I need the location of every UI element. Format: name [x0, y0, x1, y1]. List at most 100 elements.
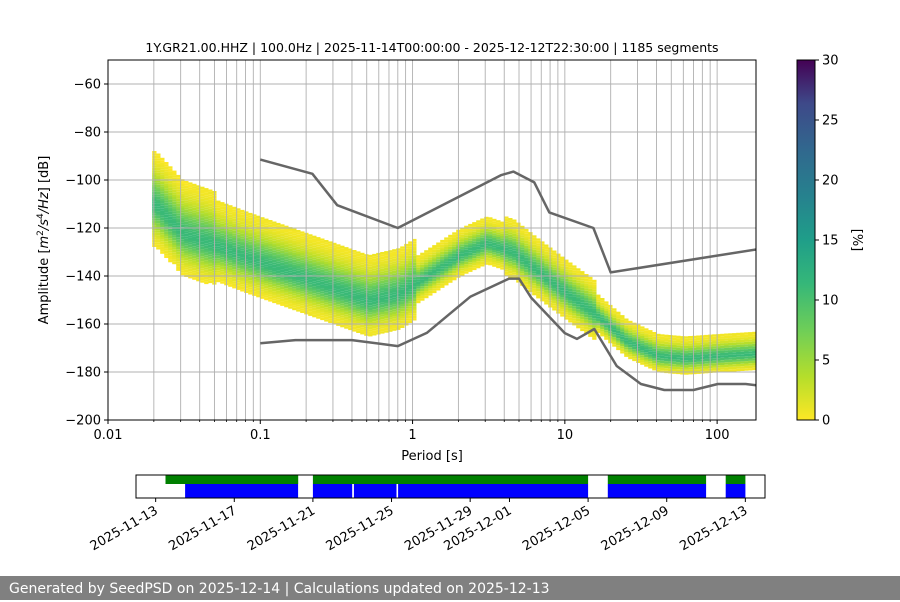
- heatmap-cell: [268, 299, 273, 302]
- heatmap-cell: [736, 335, 741, 338]
- heatmap-cell: [220, 269, 225, 272]
- heatmap-cell: [168, 245, 173, 248]
- heatmap-cell: [192, 241, 197, 244]
- heatmap-cell: [588, 286, 593, 289]
- heatmap-cell: [504, 242, 509, 246]
- heatmap-cell: [556, 311, 561, 314]
- heatmap-cell: [444, 237, 449, 240]
- heatmap-cell: [248, 268, 253, 271]
- heatmap-cell: [256, 227, 261, 231]
- heatmap-cell: [508, 266, 513, 269]
- heatmap-cell: [400, 301, 405, 304]
- heatmap-cell: [320, 293, 325, 297]
- heatmap-cell: [184, 250, 189, 253]
- heatmap-cell: [572, 265, 577, 268]
- heatmap-cell: [484, 248, 489, 251]
- heatmap-cell: [648, 330, 653, 333]
- heatmap-cell: [656, 355, 661, 358]
- heatmap-cell: [180, 212, 185, 216]
- heatmap-cell: [192, 200, 197, 203]
- heatmap-cell: [384, 318, 389, 321]
- heatmap-cell: [308, 246, 313, 249]
- heatmap-cell: [328, 294, 333, 297]
- heatmap-cell: [164, 207, 169, 210]
- heatmap-cell: [156, 187, 161, 190]
- heatmap-cell: [176, 268, 181, 271]
- heatmap-cell: [528, 258, 533, 261]
- heatmap-cell: [180, 181, 185, 184]
- heatmap-cell: [392, 278, 397, 281]
- heatmap-cell: [596, 309, 601, 312]
- heatmap-cell: [180, 205, 185, 208]
- heatmap-cell: [192, 277, 197, 280]
- heatmap-cell: [560, 259, 565, 262]
- heatmap-cell: [604, 335, 609, 338]
- heatmap-cell: [220, 226, 225, 229]
- y-axis-label: Amplitude [m2/s4/Hz] [dB]: [36, 156, 52, 325]
- heatmap-cell: [724, 347, 729, 351]
- heatmap-cell: [652, 351, 657, 354]
- heatmap-cell: [220, 262, 225, 265]
- heatmap-cell: [416, 279, 421, 282]
- heatmap-cell: [252, 240, 257, 244]
- heatmap-cell: [676, 366, 681, 370]
- heatmap-cell: [228, 279, 233, 282]
- heatmap-cell: [308, 243, 313, 247]
- heatmap-cell: [404, 313, 409, 316]
- heatmap-cell: [196, 233, 201, 236]
- heatmap-cell: [240, 236, 245, 239]
- heatmap-cell: [312, 286, 317, 289]
- heatmap-cell: [248, 277, 253, 281]
- heatmap-cell: [296, 263, 301, 266]
- heatmap-cell: [316, 316, 321, 319]
- heatmap-cell: [432, 247, 437, 250]
- heatmap-cell: [628, 340, 633, 343]
- heatmap-cell: [640, 350, 645, 353]
- heatmap-cell: [652, 339, 657, 342]
- heatmap-cell: [356, 261, 361, 264]
- heatmap-cell: [352, 298, 357, 301]
- heatmap-cell: [284, 264, 289, 267]
- heatmap-cell: [312, 274, 317, 277]
- heatmap-cell: [696, 366, 701, 370]
- heatmap-cell: [204, 212, 209, 215]
- heatmap-cell: [372, 282, 377, 286]
- heatmap-cell: [724, 350, 729, 353]
- heatmap-cell: [500, 264, 505, 268]
- heatmap-cell: [576, 318, 581, 322]
- heatmap-cell: [232, 286, 237, 289]
- heatmap-cell: [184, 269, 189, 273]
- heatmap-cell: [600, 329, 605, 332]
- heatmap-cell: [544, 263, 549, 267]
- heatmap-cell: [232, 254, 237, 258]
- heatmap-cell: [592, 282, 597, 285]
- heatmap-cell: [168, 235, 173, 239]
- heatmap-cell: [412, 241, 417, 244]
- heatmap-cell: [288, 277, 293, 280]
- heatmap-cell: [312, 298, 317, 301]
- heatmap-cell: [192, 219, 197, 223]
- heatmap-cell: [184, 260, 189, 263]
- heatmap-cell: [244, 216, 249, 219]
- heatmap-cell: [300, 265, 305, 268]
- heatmap-cell: [308, 236, 313, 240]
- heatmap-cell: [356, 263, 361, 266]
- heatmap-cell: [680, 367, 685, 370]
- heatmap-cell: [340, 276, 345, 280]
- heatmap-cell: [576, 287, 581, 290]
- heatmap-cell: [312, 259, 317, 263]
- heatmap-cell: [720, 338, 725, 341]
- heatmap-cell: [500, 228, 505, 232]
- heatmap-cell: [524, 260, 529, 263]
- heatmap-cell: [188, 220, 193, 224]
- heatmap-cell: [680, 340, 685, 344]
- heatmap-cell: [312, 302, 317, 306]
- heatmap-cell: [392, 273, 397, 276]
- heatmap-cell: [732, 369, 737, 372]
- heatmap-cell: [240, 233, 245, 237]
- heatmap-cell: [748, 356, 753, 359]
- heatmap-cell: [444, 239, 449, 243]
- heatmap-cell: [388, 317, 393, 320]
- heatmap-cell: [200, 217, 205, 221]
